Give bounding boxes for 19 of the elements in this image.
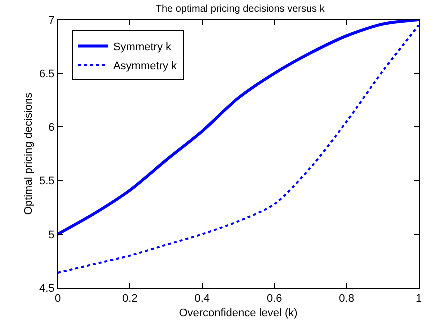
- x-tick-label: 0.4: [194, 293, 210, 306]
- y-tick-label: 4.5: [40, 282, 55, 295]
- line-series: [58, 24, 419, 274]
- y-tick-label: 5.5: [40, 176, 55, 188]
- x-tick-label: 0.8: [339, 293, 354, 306]
- x-tick-label: 1: [416, 293, 422, 306]
- legend-label: Symmetry k: [113, 42, 172, 54]
- x-tick-label: 0.2: [122, 293, 138, 306]
- y-tick-label: 6: [48, 122, 55, 134]
- x-tick-label: 0: [54, 293, 62, 306]
- chart-title: The optimal pricing decisions versus k: [156, 4, 326, 15]
- x-tick-label: 0.6: [266, 293, 282, 306]
- y-tick-label: 5: [48, 229, 55, 242]
- y-axis-title: Optimal pricing decisions: [23, 92, 36, 216]
- x-axis-title: Overconfidence level (k): [179, 307, 298, 320]
- legend-label: Asymmetry k: [113, 60, 178, 73]
- line-series: [58, 20, 419, 236]
- y-tick-label: 6.5: [40, 68, 55, 80]
- y-tick-label: 7: [48, 14, 55, 27]
